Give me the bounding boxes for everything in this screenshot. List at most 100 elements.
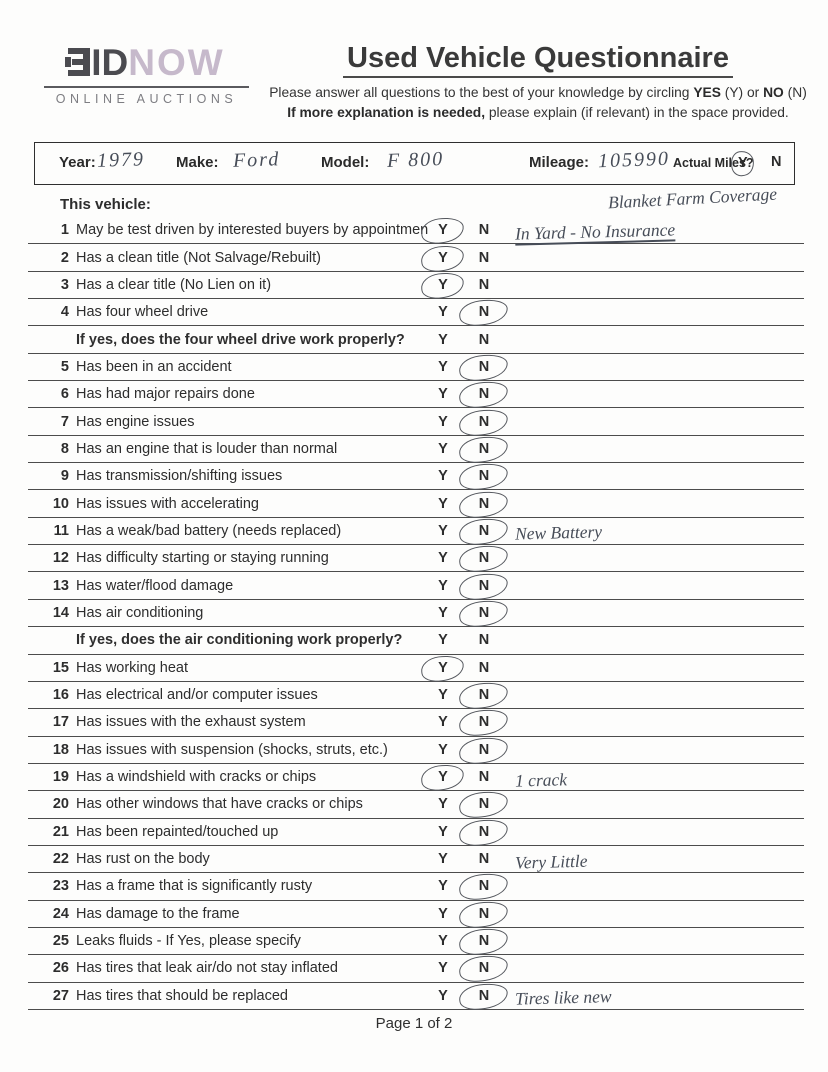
answer-no: N [478,276,490,293]
year-label: Year: [59,154,96,171]
question-number: 25 [52,933,69,950]
question-note: 1 crack [514,768,568,791]
answer-yes: Y [438,905,448,922]
question-row: 7 Has engine issues Y N [28,408,804,436]
question-text: If yes, does the air conditioning work p… [76,632,403,649]
margin-handwritten-note: Blanket Farm Coverage [607,183,778,213]
question-text: Has electrical and/or computer issues [76,687,318,704]
answer-yes: Y [438,577,448,594]
question-number: 22 [52,851,69,868]
question-row: 4 Has four wheel drive Y N [28,299,804,327]
question-row: 23 Has a frame that is significantly rus… [28,873,804,901]
instruction-segment: (Y) or [720,85,764,100]
answer-yes: Y [428,222,458,238]
answer-yes: Y [428,277,458,293]
answer-no: N [466,906,502,922]
question-number: 15 [52,659,69,676]
answer-no: N [466,988,502,1004]
answer-no: N [478,222,490,239]
question-note: In Yard - No Insurance [514,219,676,244]
answer-no: N [478,249,490,266]
question-number: 27 [52,987,69,1004]
question-row: 26 Has tires that leak air/do not stay i… [28,955,804,983]
answer-yes: Y [428,660,458,676]
question-number: 13 [52,577,69,594]
question-row: 20 Has other windows that have cracks or… [28,791,804,819]
answer-yes: Y [438,331,448,348]
answer-no: N [478,659,490,676]
question-note [502,390,804,398]
model-value: F 800 [386,148,445,172]
answer-yes: Y [438,687,448,704]
question-note [502,336,804,344]
question-row: 12 Has difficulty starting or staying ru… [28,545,804,573]
question-text: Has been repainted/touched up [76,823,279,840]
question-text: Has damage to the frame [76,905,240,922]
question-row: 22 Has rust on the body Y N Very Little [28,846,804,874]
question-text: May be test driven by interested buyers … [76,222,428,239]
question-number: 19 [52,769,69,786]
question-text: Has a windshield with cracks or chips [76,769,317,786]
answer-no: N [466,386,502,402]
answer-yes: Y [438,604,448,621]
answer-no: N [466,742,502,758]
answer-yes: Y [438,304,448,321]
vehicle-info-box: Year: 1979 Make: Ford Model: F 800 Milea… [34,142,795,185]
answer-yes: Y [438,440,448,457]
answer-no: N [466,687,502,703]
question-text: Has tires that should be replaced [76,987,288,1004]
answer-yes: Y [438,550,448,567]
answer-no: N [466,960,502,976]
question-row: If yes, does the four wheel drive work p… [28,326,804,354]
answer-no: N [466,550,502,566]
logo-text-now: NOW [128,41,225,83]
page-number: Page 1 of 2 [375,1015,453,1032]
question-text: Has had major repairs done [76,386,255,403]
instruction-segment: NO [763,85,784,100]
answer-no: N [466,441,502,457]
question-text: Has a weak/bad battery (needs replaced) [76,522,342,539]
question-number: 21 [52,823,69,840]
bidnow-logo: ID NOW ONLINE AUCTIONS [44,40,249,106]
question-row: 14 Has air conditioning Y N [28,600,804,628]
question-note [502,418,804,426]
question-text: Has four wheel drive [76,304,209,321]
question-note [502,254,804,262]
answer-yes: Y [438,851,448,868]
answer-no: N [478,769,490,786]
question-number: 14 [52,604,69,621]
question-number: 10 [52,495,69,512]
question-row: 25 Leaks fluids - If Yes, please specify… [28,928,804,956]
answer-yes: Y [438,468,448,485]
question-note [502,281,804,289]
question-number: 23 [52,878,69,895]
actual-miles-yes: Y [738,155,748,171]
question-note [502,636,804,644]
question-note [502,691,804,699]
answer-no: N [466,496,502,512]
question-text: Has issues with suspension (shocks, stru… [76,741,388,758]
question-text: Has been in an accident [76,358,232,375]
question-note [502,308,804,316]
question-text: Has a clean title (Not Salvage/Rebuilt) [76,249,322,266]
mileage-label: Mileage: [529,154,590,171]
question-note [502,363,804,371]
answer-yes: Y [438,495,448,512]
question-note [502,472,804,480]
question-row: 19 Has a windshield with cracks or chips… [28,764,804,792]
answer-yes: Y [438,413,448,430]
answer-no: N [466,605,502,621]
answer-yes: Y [438,878,448,895]
instruction-segment: If more explanation is needed, [287,105,486,120]
mileage-value: 105990 [597,147,671,173]
question-number: 2 [60,249,69,266]
answer-yes: Y [438,796,448,813]
question-row: If yes, does the air conditioning work p… [28,627,804,655]
question-text: Has tires that leak air/do not stay infl… [76,960,338,977]
section-label: This vehicle: [60,196,151,213]
answer-yes: Y [438,933,448,950]
question-text: Has air conditioning [76,604,204,621]
question-number: 16 [52,687,69,704]
answer-yes: Y [438,960,448,977]
question-row: 3 Has a clear title (No Lien on it) Y N [28,272,804,300]
